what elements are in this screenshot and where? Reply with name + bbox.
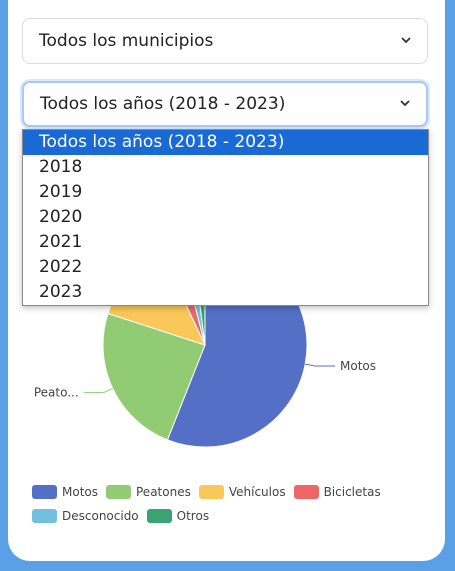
year-option-2018[interactable]: 2018 — [39, 157, 83, 177]
year-select[interactable]: Todos los años (2018 - 2023) — [22, 81, 428, 127]
callout-line — [305, 363, 336, 367]
municipality-select[interactable]: Todos los municipios — [22, 18, 428, 64]
callout-line — [83, 387, 113, 394]
legend-item-desconocido[interactable]: Desconocido — [32, 509, 139, 523]
legend-label: Peatones — [136, 485, 191, 499]
year-option-2020[interactable]: 2020 — [39, 207, 83, 227]
legend-swatch — [293, 485, 319, 499]
legend-swatch — [106, 485, 131, 499]
legend-item-vehiculos[interactable]: Vehículos — [198, 485, 286, 499]
pie-slice-peatones[interactable] — [102, 312, 206, 441]
legend-label: Otros — [176, 509, 210, 523]
chevron-down-icon — [400, 100, 410, 107]
legend-label: Vehículos — [228, 485, 286, 499]
year-dropdown-list: Todos los años (2018 - 2023) 2018 2019 2… — [22, 129, 429, 306]
callout-label: Peato... — [34, 386, 79, 400]
legend-swatch — [32, 509, 57, 523]
year-option-2021[interactable]: 2021 — [39, 232, 83, 252]
year-option-2022[interactable]: 2022 — [39, 257, 83, 277]
legend-label: Desconocido — [62, 509, 139, 523]
year-option-2023[interactable]: 2023 — [39, 282, 83, 302]
legend-label: Motos — [62, 485, 98, 499]
municipality-select-label: Todos los municipios — [39, 31, 214, 51]
legend-label: Bicicletas — [323, 485, 381, 499]
legend-swatch — [146, 509, 172, 523]
legend-swatch — [32, 485, 57, 499]
legend-item-motos[interactable]: Motos — [32, 485, 98, 499]
chevron-down-icon — [401, 37, 411, 44]
callout-label: Motos — [340, 359, 376, 373]
year-select-label: Todos los años (2018 - 2023) — [40, 94, 286, 114]
year-option-2019[interactable]: 2019 — [39, 182, 83, 202]
legend-item-peatones[interactable]: Peatones — [106, 485, 191, 499]
chart-legend: Motos Peatones Vehículos Bicicletas Desc… — [32, 480, 432, 528]
legend-item-otros[interactable]: Otros — [146, 509, 210, 523]
year-option-all[interactable]: Todos los años (2018 - 2023) — [23, 130, 428, 155]
legend-swatch — [198, 485, 224, 499]
legend-item-bicicletas[interactable]: Bicicletas — [293, 485, 381, 499]
